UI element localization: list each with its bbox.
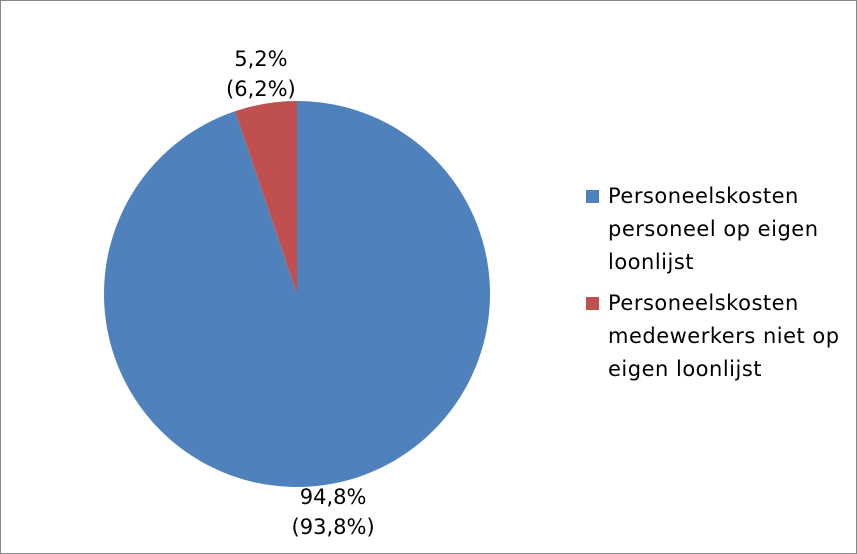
data-label: 94,8% [300,485,367,509]
legend-label: Personeelskosten personeel op eigen loon… [608,184,819,274]
legend-entry: Personeelskosten medewerkers niet op eig… [586,287,841,386]
comparison-label: (93,8%) [292,515,375,539]
comparison-label: (6,2%) [226,77,296,101]
legend: Personeelskosten personeel op eigen loon… [586,180,841,394]
legend-swatch [586,190,599,203]
pie-slice [235,101,297,294]
legend-swatch [586,297,599,310]
legend-entry: Personeelskosten personeel op eigen loon… [586,180,841,279]
legend-label: Personeelskosten medewerkers niet op eig… [608,291,840,381]
data-label: 5,2% [234,47,287,71]
